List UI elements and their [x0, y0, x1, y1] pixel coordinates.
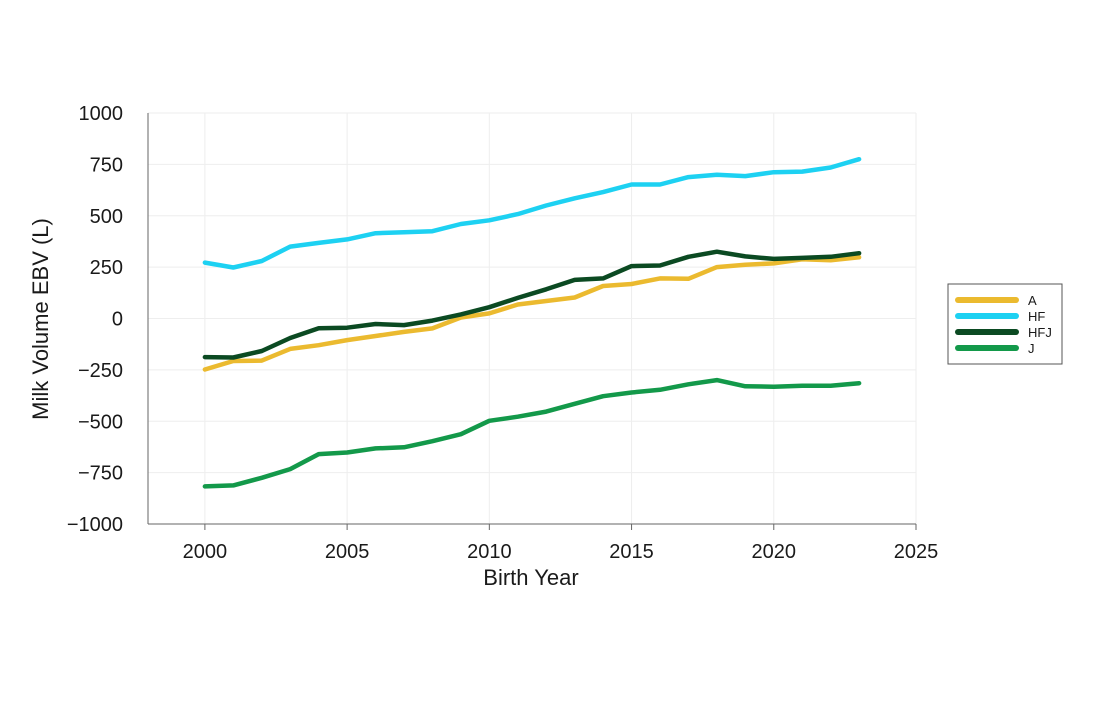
- y-tick-label: −500: [78, 411, 123, 433]
- legend-label-j: J: [1028, 341, 1035, 356]
- x-tick-label: 2025: [894, 541, 939, 563]
- y-tick-label: 250: [90, 257, 123, 279]
- series-lines: [202, 156, 862, 489]
- legend-label-hfj: HFJ: [1028, 325, 1052, 340]
- y-tick-label: 0: [112, 309, 123, 331]
- y-tick-label: 750: [90, 154, 123, 176]
- legend-label-hf: HF: [1028, 309, 1045, 324]
- x-tick-label: 2000: [183, 541, 228, 563]
- x-tick-label: 2010: [467, 541, 512, 563]
- y-tick-label: −250: [78, 360, 123, 382]
- y-tick-label: −750: [78, 463, 123, 485]
- legend-label-a: A: [1028, 293, 1037, 308]
- series-line-hfj: [202, 249, 862, 360]
- grid: [148, 112, 917, 525]
- x-tick-label: 2020: [752, 541, 797, 563]
- x-axis-title: Birth Year: [483, 565, 578, 590]
- legend-box: [947, 283, 1063, 365]
- axes: [147, 113, 917, 530]
- series-line-hf: [202, 156, 862, 270]
- y-tick-label: −1000: [67, 514, 123, 536]
- x-tick-label: 2015: [609, 541, 654, 563]
- y-tick-label: 500: [90, 206, 123, 228]
- series-line-a: [202, 255, 862, 372]
- y-axis-title: Milk Volume EBV (L): [28, 218, 53, 420]
- y-tick-label: 1000: [79, 103, 124, 125]
- series-line-j: [202, 377, 862, 489]
- x-tick-label: 2005: [325, 541, 370, 563]
- tick-labels: −1000 −750 −500 −250 0 250 500 750 1000 2000 2005 2…: [67, 103, 938, 563]
